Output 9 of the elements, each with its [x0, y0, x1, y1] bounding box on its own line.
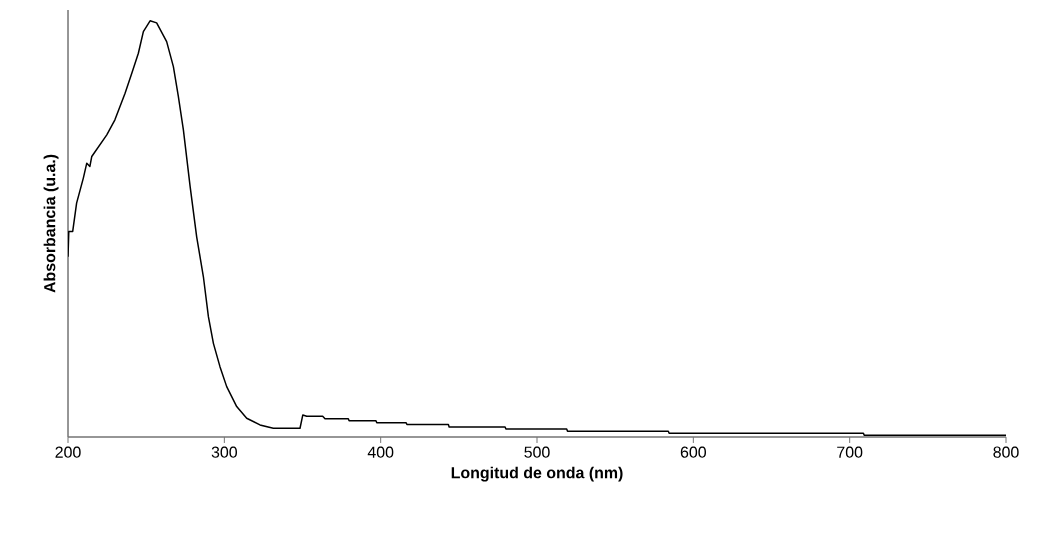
x-tick-label: 400 [367, 446, 394, 458]
x-tick-label: 700 [837, 446, 863, 458]
x-tick-label: 200 [55, 446, 81, 458]
x-tick-label: 500 [524, 446, 550, 458]
y-axis-title: Absorbancia (u.a.) [43, 154, 59, 293]
x-tick-label: 600 [680, 446, 706, 458]
x-axis-title: Longitud de onda (nm) [451, 466, 623, 482]
x-tick-label: 800 [993, 446, 1019, 458]
x-tick-label: 300 [211, 446, 237, 458]
